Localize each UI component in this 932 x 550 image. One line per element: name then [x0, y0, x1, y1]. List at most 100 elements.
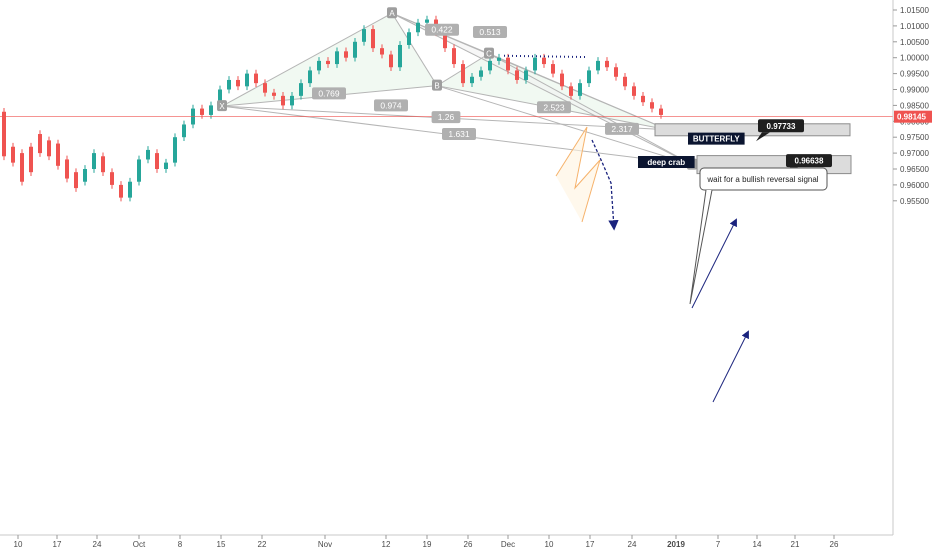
price-tick-label: 1.01500 [900, 6, 929, 15]
candle-body [461, 64, 465, 84]
candle-body [398, 44, 402, 68]
time-tick-label: 17 [53, 540, 62, 549]
pattern-xab-fill [222, 13, 437, 107]
candle-body [227, 79, 231, 90]
deep-crab-price-badge-box [786, 154, 832, 168]
pattern-point-a: A [387, 7, 397, 18]
candle-body [200, 108, 204, 115]
candle-body [587, 70, 591, 84]
time-tick-label: 7 [716, 540, 721, 549]
candle-body [92, 153, 96, 169]
ratio-label: 0.422 [431, 25, 453, 35]
candle-body [65, 159, 69, 179]
time-tick-label: 24 [93, 540, 102, 549]
butterfly-tag: BUTTERFLY [688, 132, 745, 145]
ratio-label: 2.523 [543, 102, 565, 112]
butterfly-price-badge-pointer [756, 132, 770, 142]
butterfly-arrow [691, 218, 737, 309]
ratio-label-group: 0.513 [473, 25, 507, 38]
candle-body [614, 67, 618, 77]
ratio-badge [537, 101, 571, 114]
annotation-callout: wait for a bullish reversal signal [689, 167, 828, 305]
time-axis[interactable]: 10 17 24 Oct 8 15 22 Nov 12 19 26 Dec 10 17 24 2019 7 14 2… [0, 534, 893, 549]
price-axis[interactable]: 1.01500 1.01000 1.00500 1.00000 0.99500 0.990… [892, 0, 932, 535]
candle-body [218, 89, 222, 106]
butterfly-zone [654, 123, 851, 137]
time-tick-label: Dec [501, 540, 515, 549]
price-tick-label: 0.98500 [900, 101, 929, 110]
deep-crab-tag-text: deep crab [647, 158, 685, 167]
annotation-text: wait for a bullish reversal signal [706, 175, 818, 184]
price-tick-label: 0.99500 [900, 70, 929, 79]
price-tick-label: 1.01000 [900, 22, 929, 31]
candle-body [452, 48, 456, 65]
annotation-box [699, 167, 828, 191]
candle-body [263, 83, 267, 93]
candle-body [74, 172, 78, 189]
candle-body [20, 153, 24, 182]
ratio-badge [442, 128, 476, 141]
candle-body [524, 70, 528, 80]
time-tick-label: 26 [464, 540, 473, 549]
candle-body [443, 32, 447, 49]
candle-body [362, 29, 366, 42]
price-tick-label: 1.00500 [900, 38, 929, 47]
ratio-label: 0.513 [479, 27, 501, 37]
price-tick-label: 1.00000 [900, 54, 929, 63]
time-tick-label: 12 [382, 540, 391, 549]
candle-body [650, 102, 654, 109]
pattern-point-c: C [484, 47, 494, 59]
last-price-label: 0.98145 [897, 113, 926, 122]
candle-body [596, 60, 600, 71]
candle-body [407, 32, 411, 45]
ratio-label-group: 0.422 [425, 23, 459, 36]
candle-body [344, 51, 348, 58]
candle-body [533, 57, 537, 71]
ratio-label: 1.631 [448, 129, 470, 139]
candle-body [578, 83, 582, 96]
candle-body [623, 76, 627, 87]
candle-body [290, 95, 294, 106]
candle-body [641, 95, 645, 103]
butterfly-price-badge-text: 0.97733 [767, 122, 796, 131]
ratio-label-group: 0.974 [374, 99, 408, 112]
candle-body [155, 153, 159, 169]
candle-body [38, 134, 42, 154]
candle-body [209, 105, 213, 115]
deep-crab-tag: deep crab [638, 156, 695, 169]
pattern-line [488, 53, 693, 166]
ratio-badge [374, 99, 408, 112]
time-tick-label: 17 [586, 540, 595, 549]
candle-body [560, 73, 564, 87]
candle-body [137, 159, 141, 182]
candle-body [389, 54, 393, 68]
candle-body [110, 172, 114, 185]
candle-body [425, 19, 429, 23]
candle-body [371, 29, 375, 49]
ratio-label-group: 1.631 [442, 128, 476, 141]
candle-body [29, 146, 33, 173]
candle-body [101, 156, 105, 173]
ratio-label: 1.26 [438, 112, 455, 122]
candle-body [173, 137, 177, 163]
ratio-label-group: 1.26 [431, 111, 461, 124]
price-tick-label: 0.95500 [900, 197, 929, 206]
time-tick-label: 15 [217, 540, 226, 549]
time-tick-label: 22 [258, 540, 267, 549]
point-label: C [486, 50, 492, 59]
butterfly-tag-box [688, 132, 745, 145]
candle-body [83, 169, 87, 182]
candle-body [182, 124, 186, 138]
decline-arrow [591, 139, 619, 231]
pattern-point-x: X [217, 100, 227, 112]
candle-body [281, 95, 285, 106]
candle-body [551, 64, 555, 74]
ratio-label-group: 2.523 [537, 101, 571, 114]
ratio-label: 0.974 [380, 100, 402, 110]
ratio-label: 2.317 [611, 124, 633, 134]
candle-body [245, 73, 249, 87]
candle-body [416, 22, 420, 33]
point-label: A [389, 9, 395, 18]
last-price-badge [894, 110, 932, 123]
